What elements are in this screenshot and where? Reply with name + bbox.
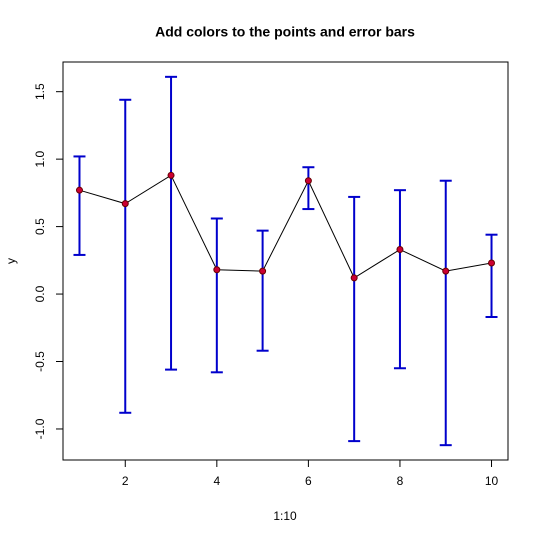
data-line — [79, 174, 492, 279]
point — [167, 171, 175, 179]
x-axis-label: 1:10 — [273, 509, 297, 523]
x-tick-label: 4 — [213, 474, 220, 488]
point — [350, 274, 358, 282]
y-tick-label: 0.5 — [33, 218, 47, 235]
y-tick-label: 1.0 — [33, 150, 47, 167]
x-tick-label: 8 — [397, 474, 404, 488]
chart-title: Add colors to the points and error bars — [155, 24, 415, 40]
x-tick-label: 6 — [305, 474, 312, 488]
point — [488, 259, 496, 267]
point — [213, 266, 221, 274]
point — [304, 177, 312, 185]
y-axis-label: y — [4, 258, 18, 264]
y-tick-label: 1.5 — [33, 83, 47, 100]
y-tick-label: -1.0 — [33, 418, 47, 439]
point — [121, 200, 129, 208]
plot-box — [62, 61, 509, 461]
point — [75, 186, 83, 194]
y-tick-label: 0.0 — [33, 285, 47, 302]
y-tick-label: -0.5 — [33, 351, 47, 372]
point — [396, 246, 404, 254]
x-tick-label: 2 — [122, 474, 129, 488]
point — [259, 267, 267, 275]
x-tick-label: 10 — [485, 474, 499, 488]
point — [442, 267, 450, 275]
